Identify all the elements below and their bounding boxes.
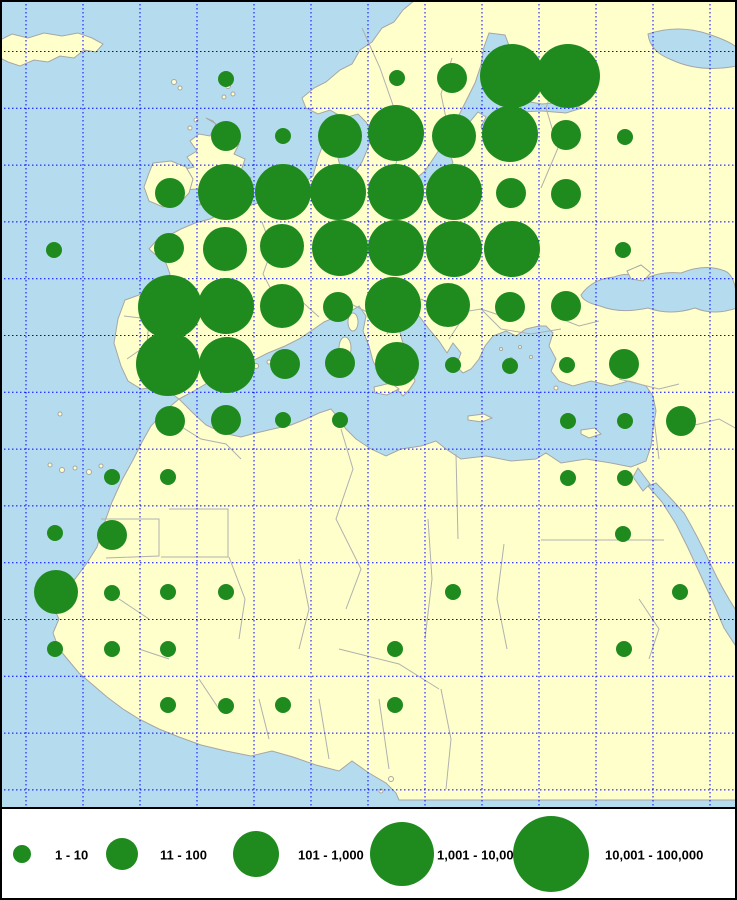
symbol-circle <box>551 120 581 150</box>
symbol-circle <box>496 178 526 208</box>
symbol-circle <box>260 224 304 268</box>
symbol-circle <box>495 292 525 322</box>
symbol-circle <box>323 292 353 322</box>
symbol-circle <box>484 221 540 277</box>
legend-circle-icon <box>513 816 589 892</box>
legend-item-label: 1 - 10 <box>55 847 89 862</box>
symbol-circle <box>104 469 120 485</box>
symbol-circle <box>482 106 538 162</box>
symbol-circle <box>155 406 185 436</box>
crimea-peninsula <box>626 264 652 282</box>
legend-circle-icon <box>370 822 434 886</box>
symbol-circle <box>617 470 633 486</box>
symbol-circle <box>198 164 254 220</box>
symbol-circle <box>218 71 234 87</box>
symbol-circle <box>325 348 355 378</box>
symbol-circle <box>672 584 688 600</box>
symbol-circle <box>445 584 461 600</box>
symbol-circle <box>617 413 633 429</box>
symbol-circle <box>275 128 291 144</box>
symbol-circle <box>389 70 405 86</box>
symbol-circle <box>368 220 424 276</box>
legend-item-label: 1,001 - 10,000 <box>437 847 521 862</box>
mediterranean-sea <box>178 300 657 468</box>
island-cyprus <box>580 427 602 439</box>
symbol-circle <box>312 220 368 276</box>
symbol-circle <box>536 44 600 108</box>
legend-panel: 1 - 10 11 - 100 101 - 1,000 1,001 - 10,000 1… <box>0 807 737 900</box>
symbol-circle <box>368 105 424 161</box>
symbol-circle <box>203 227 247 271</box>
symbol-circle <box>310 164 366 220</box>
symbol-circle <box>480 44 544 108</box>
symbol-circle <box>426 283 470 327</box>
legend-circle-icon <box>106 838 138 870</box>
symbol-circle <box>104 585 120 601</box>
symbol-circle <box>387 697 403 713</box>
symbol-circle <box>275 412 291 428</box>
symbol-circle <box>47 641 63 657</box>
symbol-circle <box>560 470 576 486</box>
symbol-circle <box>218 584 234 600</box>
legend-item-label: 11 - 100 <box>160 847 207 862</box>
graticule <box>0 0 737 807</box>
gulf-of-suez <box>632 467 651 492</box>
symbol-circle <box>47 525 63 541</box>
symbol-circle <box>375 342 419 386</box>
symbol-circle <box>260 284 304 328</box>
symbol-circle <box>445 357 461 373</box>
legend-item-label: 101 - 1,000 <box>298 847 364 862</box>
symbol-circle <box>211 121 241 151</box>
symbol-circle <box>332 412 348 428</box>
legend-circle-icon <box>13 845 31 863</box>
symbol-circle <box>97 520 127 550</box>
legend-item-label: 10,001 - 100,000 <box>605 847 704 862</box>
symbol-circle <box>426 221 482 277</box>
symbol-circle <box>199 337 255 393</box>
distribution-map <box>0 0 737 807</box>
symbol-circle <box>551 179 581 209</box>
symbol-circle <box>270 349 300 379</box>
symbol-circle <box>502 358 518 374</box>
island-corsica <box>347 312 359 332</box>
symbol-circle <box>198 278 254 334</box>
symbol-circle <box>160 641 176 657</box>
symbol-circle <box>218 698 234 714</box>
symbol-circle <box>160 469 176 485</box>
symbol-circle <box>368 164 424 220</box>
symbol-circle <box>616 641 632 657</box>
symbol-circle <box>560 413 576 429</box>
red-sea <box>647 482 737 649</box>
symbol-circle <box>615 526 631 542</box>
symbol-circle <box>138 275 202 339</box>
symbol-circle <box>559 357 575 373</box>
symbol-circle <box>46 242 62 258</box>
symbol-circle <box>154 233 184 263</box>
symbol-circle <box>155 178 185 208</box>
symbol-circle <box>437 63 467 93</box>
symbol-circle <box>136 332 200 396</box>
symbol-circle <box>387 641 403 657</box>
symbol-circle <box>160 584 176 600</box>
white-sea <box>647 28 737 69</box>
symbol-circle <box>255 164 311 220</box>
symbol-circle <box>615 242 631 258</box>
symbol-circle <box>617 129 633 145</box>
symbol-circle <box>211 405 241 435</box>
symbol-circle <box>666 406 696 436</box>
symbol-circle <box>609 349 639 379</box>
symbol-circle <box>365 277 421 333</box>
symbol-circle <box>432 114 476 158</box>
symbol-circle <box>275 697 291 713</box>
symbol-circle <box>426 164 482 220</box>
symbol-circles <box>34 44 696 714</box>
legend-circle-icon <box>233 831 279 877</box>
symbol-circle <box>104 641 120 657</box>
symbol-circle <box>318 114 362 158</box>
symbol-circle <box>551 291 581 321</box>
symbol-circle <box>160 697 176 713</box>
island-crete <box>467 413 494 423</box>
symbol-circle <box>34 570 78 614</box>
